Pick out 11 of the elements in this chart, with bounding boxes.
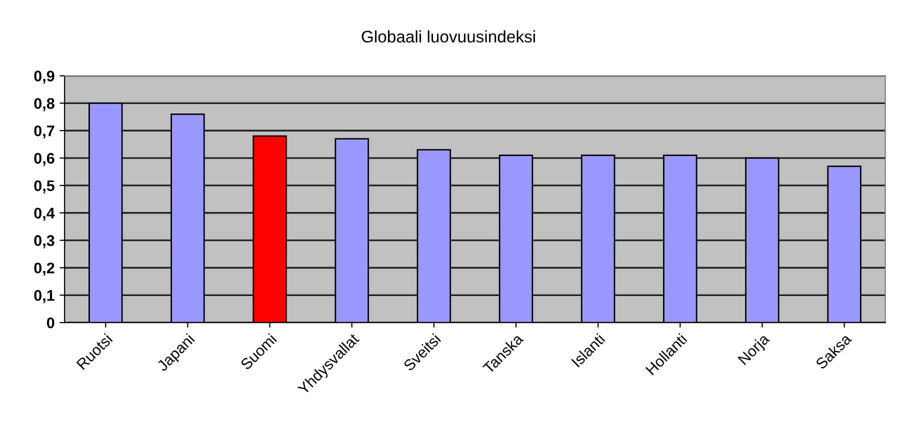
y-tick-label: 0,1 [34, 290, 54, 304]
y-tick-label: 0,6 [34, 152, 54, 166]
y-tick-label: 0 [46, 317, 54, 328]
y-tick-label: 0,7 [34, 125, 54, 139]
y-tick-label: 0,9 [34, 70, 54, 84]
chart-title: Globaali luovuusindeksi [362, 30, 535, 43]
y-tick-label: 0,3 [34, 235, 54, 248]
y-tick-label: 0,5 [34, 180, 54, 194]
y-tick-label: 0,2 [34, 262, 54, 276]
y-tick-label: 0,8 [34, 98, 54, 112]
y-tick-label: 0,4 [34, 208, 55, 221]
